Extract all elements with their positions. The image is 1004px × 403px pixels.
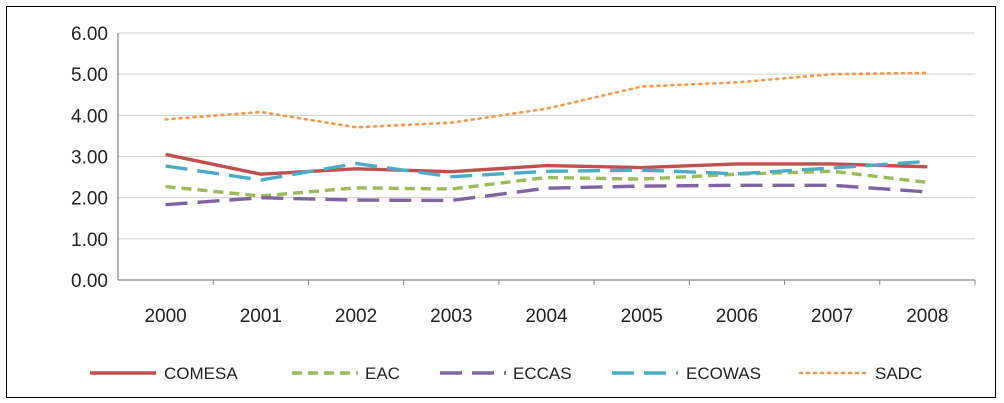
x-tick-label: 2004 xyxy=(525,306,568,327)
chart-frame xyxy=(6,6,996,398)
axis-layer: 0.00 1.00 2.00 3.00 4.00 5.00 6.00 2000 2001 2002… xyxy=(71,24,976,327)
series-line-comesa xyxy=(165,152,928,176)
y-tick-label: 6.00 xyxy=(71,24,108,45)
legend-label-comesa: COMESA xyxy=(164,364,238,383)
x-tick-label: 2008 xyxy=(906,306,948,327)
y-tick-label: 3.00 xyxy=(71,148,108,169)
y-tick-label: 5.00 xyxy=(71,65,108,86)
series-layer xyxy=(164,71,929,207)
x-tick-label: 2006 xyxy=(716,306,758,327)
y-tick-label: 4.00 xyxy=(71,106,108,127)
y-tick-label: 1.00 xyxy=(71,230,108,251)
x-tick-label: 2007 xyxy=(811,306,853,327)
x-tick-label: 2005 xyxy=(621,306,663,327)
series-line-sadc xyxy=(164,71,929,129)
y-tick-label: 2.00 xyxy=(71,189,108,210)
legend-label-eccas: ECCAS xyxy=(513,364,572,383)
x-tick-label: 2002 xyxy=(335,306,377,327)
legend-label-sadc: SADC xyxy=(875,364,922,383)
x-tick-label: 2003 xyxy=(430,306,472,327)
legend: COMESA EAC ECCAS ECOWAS SADC xyxy=(90,364,922,383)
legend-label-ecowas: ECOWAS xyxy=(686,364,761,383)
x-tick-label: 2001 xyxy=(240,306,282,327)
y-tick-label: 0.00 xyxy=(71,271,108,292)
grid-layer xyxy=(118,32,975,281)
series-line-ecowas xyxy=(165,159,928,182)
x-tick-label: 2000 xyxy=(144,306,186,327)
legend-label-eac: EAC xyxy=(365,364,400,383)
